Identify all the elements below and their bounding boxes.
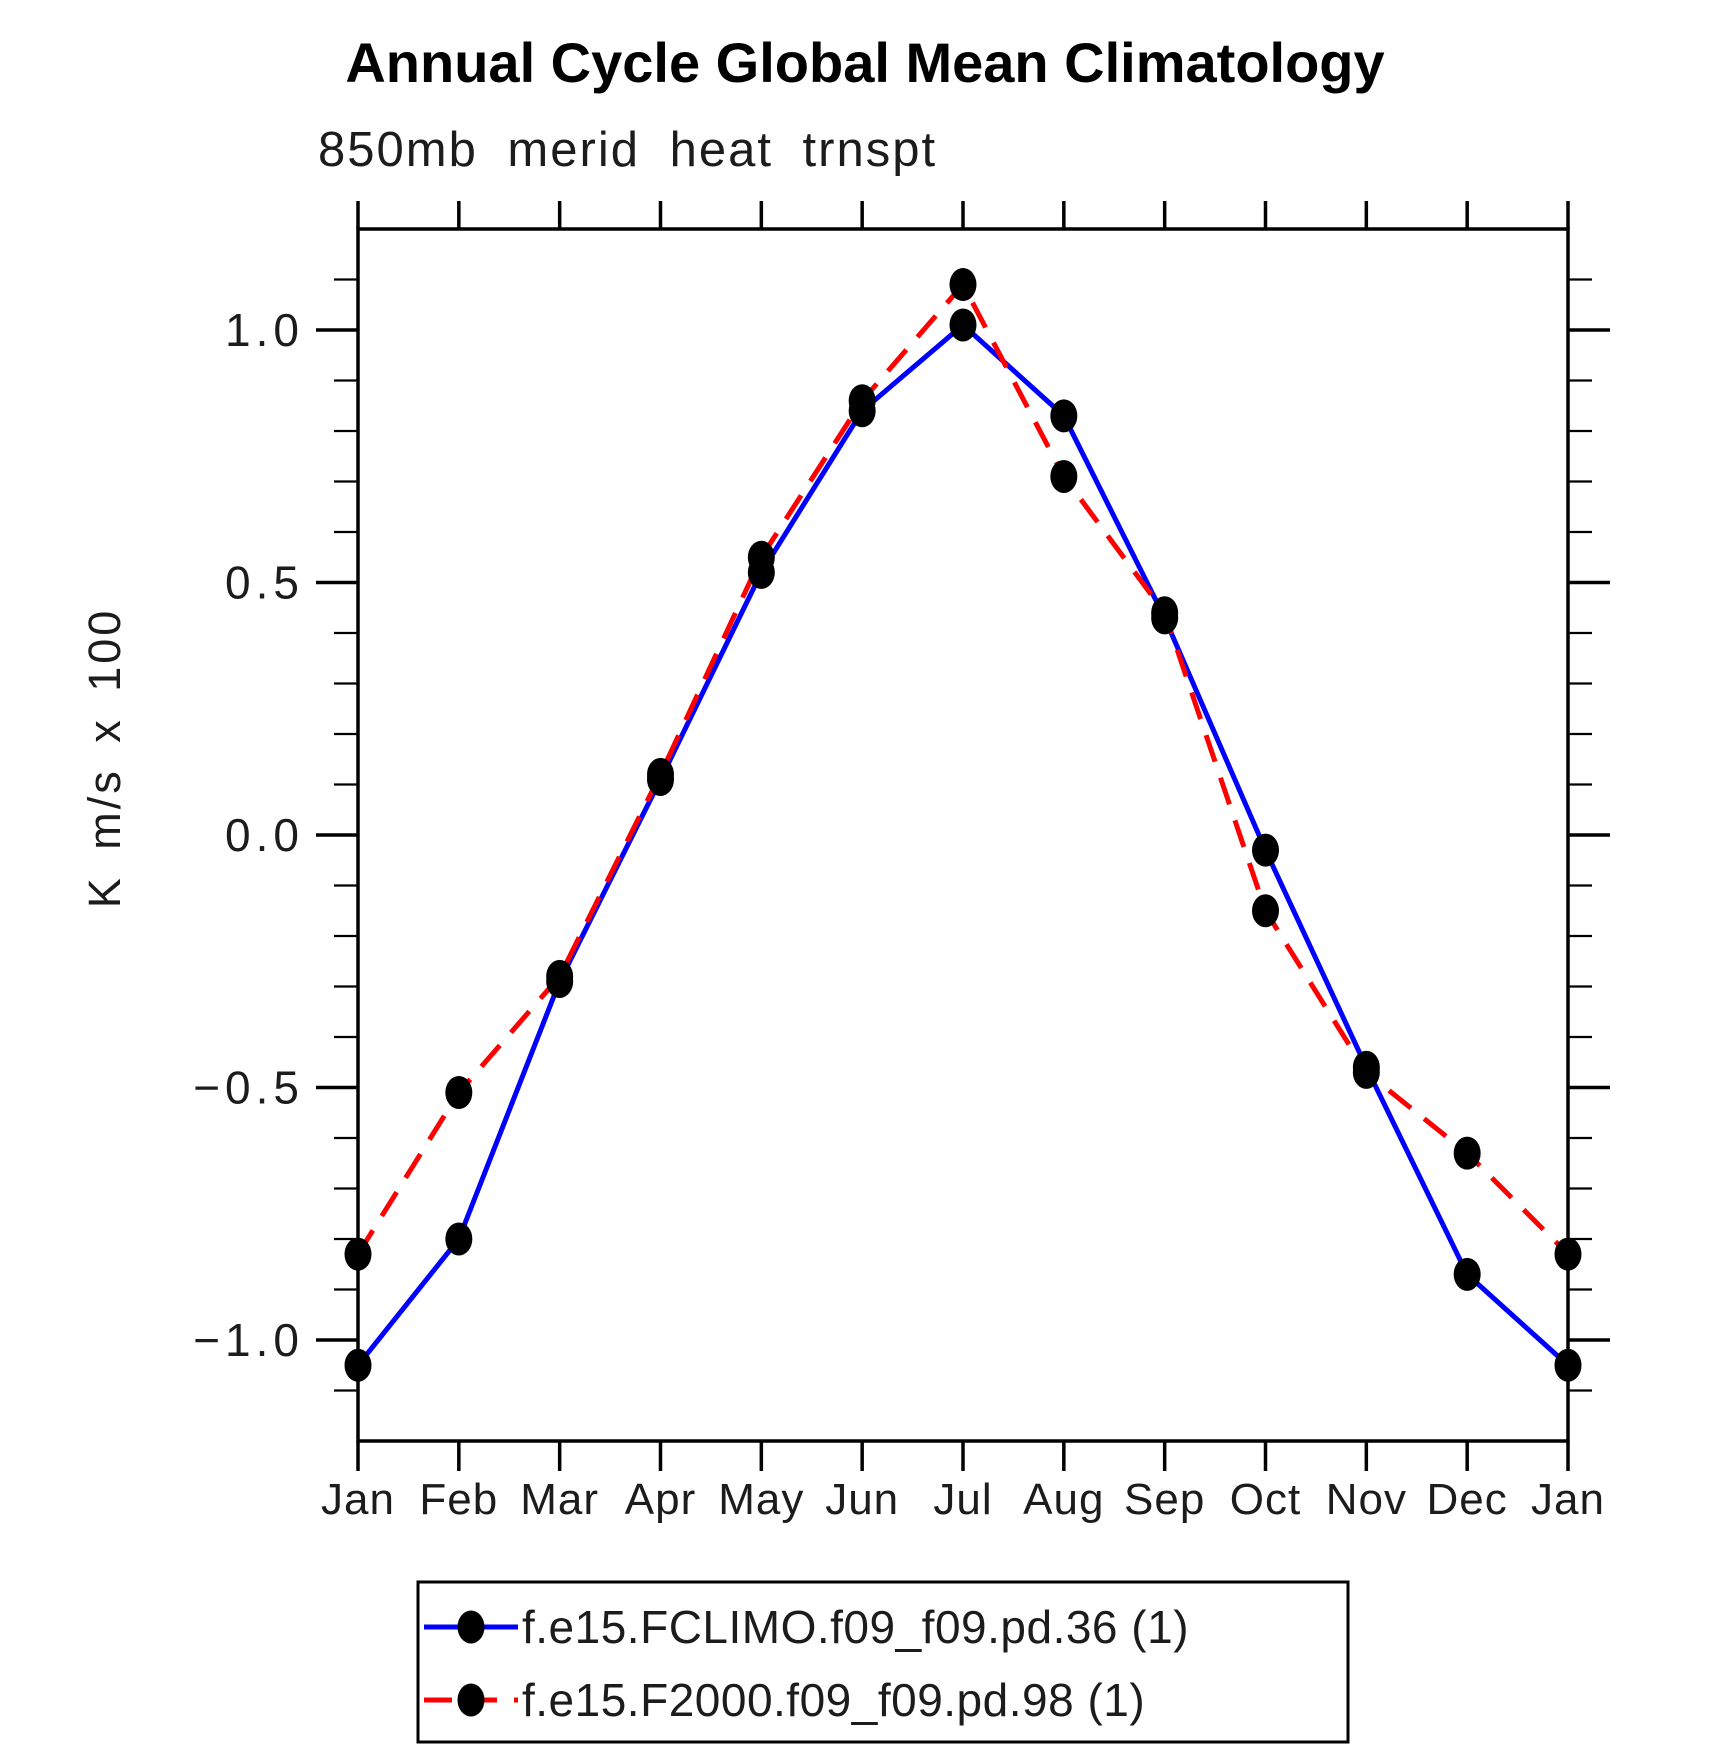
data-point (445, 1076, 473, 1110)
plot-area: 1.0 0.5 0.0 −0.5 −1.0 Jan Feb Mar Apr May Jun Jul Au… (193, 201, 1610, 1524)
x-tick-label: Jan (321, 1475, 395, 1524)
x-tick-label: Sep (1124, 1475, 1205, 1524)
plot-frame (356, 227, 1570, 1443)
x-tick-label: Mar (520, 1475, 599, 1524)
legend-box (416, 1580, 1350, 1744)
data-point (1252, 894, 1279, 928)
x-tick-label: Nov (1326, 1475, 1407, 1524)
data-point (344, 1237, 372, 1271)
x-tick-label: Jan (1531, 1475, 1605, 1524)
legend-marker (457, 1610, 485, 1644)
legend-marker (457, 1683, 485, 1717)
data-point (1252, 833, 1279, 867)
data-point (445, 1222, 473, 1256)
x-tick-label: Jul (933, 1475, 992, 1524)
data-point (1453, 1136, 1481, 1170)
data-point (949, 268, 977, 302)
data-point (647, 757, 674, 791)
data-point (1352, 1055, 1380, 1089)
chart-title: Annual Cycle Global Mean Climatology (345, 31, 1384, 94)
data-point (1453, 1257, 1481, 1291)
x-tick-label: May (718, 1475, 804, 1524)
data-point (1050, 459, 1078, 493)
legend-label: f.e15.FCLIMO.f09_f09.pd.36 (1) (522, 1601, 1189, 1653)
x-tick-label: Oct (1230, 1475, 1301, 1524)
data-point (949, 308, 977, 342)
x-tick-label: Jun (825, 1475, 899, 1524)
chart-subtitle: 850mb merid heat trnspt (318, 123, 937, 177)
y-tick-label: 0.0 (225, 809, 304, 861)
series-line-0 (356, 321, 1570, 1368)
legend-label: f.e15.F2000.f09_f09.pd.98 (1) (522, 1674, 1145, 1726)
x-tick-label: Aug (1023, 1475, 1104, 1524)
x-tick-label: Dec (1427, 1475, 1508, 1524)
data-point (546, 959, 574, 993)
legend: f.e15.FCLIMO.f09_f09.pd.36 (1) f.e15.F200… (416, 1580, 1350, 1744)
y-tick-label: −0.5 (193, 1062, 304, 1114)
y-tick-label: −1.0 (193, 1314, 304, 1366)
data-point (1151, 596, 1179, 630)
x-tick-label: Apr (625, 1475, 696, 1524)
x-tick-label: Feb (419, 1475, 498, 1524)
data-point (1554, 1237, 1582, 1271)
data-point (1554, 1348, 1582, 1382)
data-point (344, 1348, 372, 1382)
y-tick-label: 0.5 (225, 557, 304, 609)
y-axis-label: K m/s x 100 (79, 608, 130, 909)
data-point (848, 384, 876, 418)
data-point (747, 540, 775, 574)
y-tick-label: 1.0 (225, 304, 304, 356)
data-point (1050, 399, 1078, 433)
